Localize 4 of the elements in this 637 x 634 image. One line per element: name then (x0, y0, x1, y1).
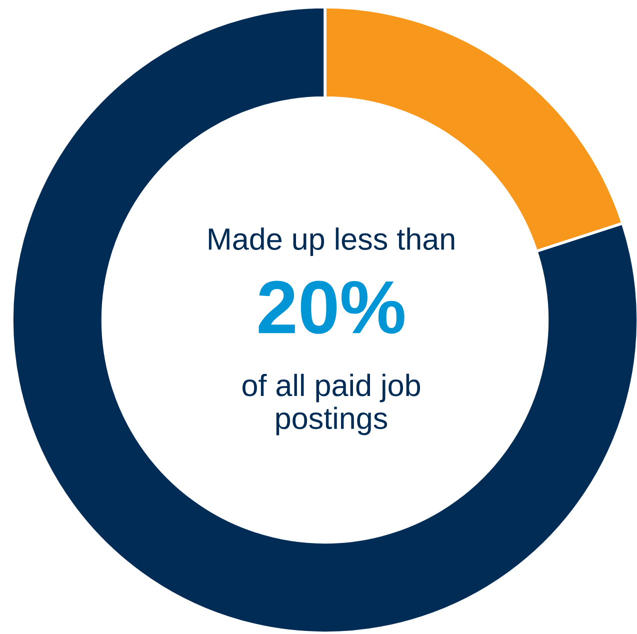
text: of all paid job postings (242, 374, 420, 436)
text: 20% (258, 280, 404, 334)
donut-slice (10, 6, 637, 634)
text: Made up less than (208, 228, 454, 256)
